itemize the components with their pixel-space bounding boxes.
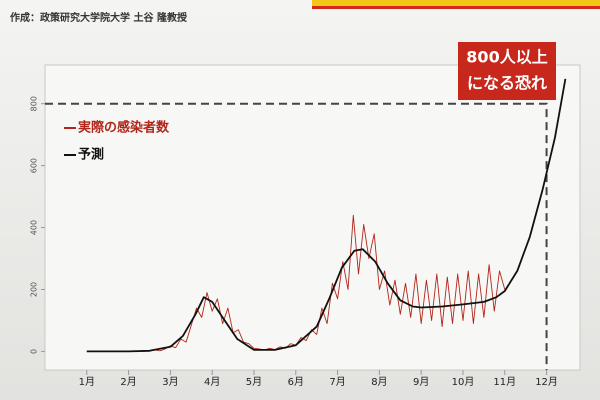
x-tick-label: 12月 [535,376,558,388]
x-tick-label: 5月 [246,376,262,388]
x-tick-label: 2月 [120,376,136,388]
x-tick-label: 4月 [204,376,220,388]
top-bar-stripe [312,6,600,9]
source: 作成：政策研究大学院大学 土谷 隆教授 [10,11,188,24]
y-tick-label: 400 [30,220,39,235]
x-tick-label: 8月 [371,376,387,388]
x-tick-label: 10月 [452,376,475,388]
top-bar [312,0,600,8]
x-tick-label: 9月 [413,376,429,388]
x-tick-label: 1月 [79,376,95,388]
plot-area [44,64,581,371]
x-tick-label: 3月 [162,376,178,388]
reference-line [45,102,548,370]
y-tick-label: 600 [30,158,39,173]
annotation: 800人以上 [466,48,547,67]
legend-label: 実際の感染者数 [78,120,170,136]
x-tick-label: 6月 [288,376,304,388]
series-line [86,78,567,353]
y-tick-label: 200 [30,282,39,297]
annotation-box [458,42,556,100]
y-tick-label: 800 [30,96,39,111]
annotation: になる恐れ [467,74,547,93]
y-tick-label: 0 [30,349,39,354]
x-tick-label: 7月 [329,376,345,388]
legend-label: 予測 [78,147,104,163]
x-tick-label: 11月 [493,376,516,388]
